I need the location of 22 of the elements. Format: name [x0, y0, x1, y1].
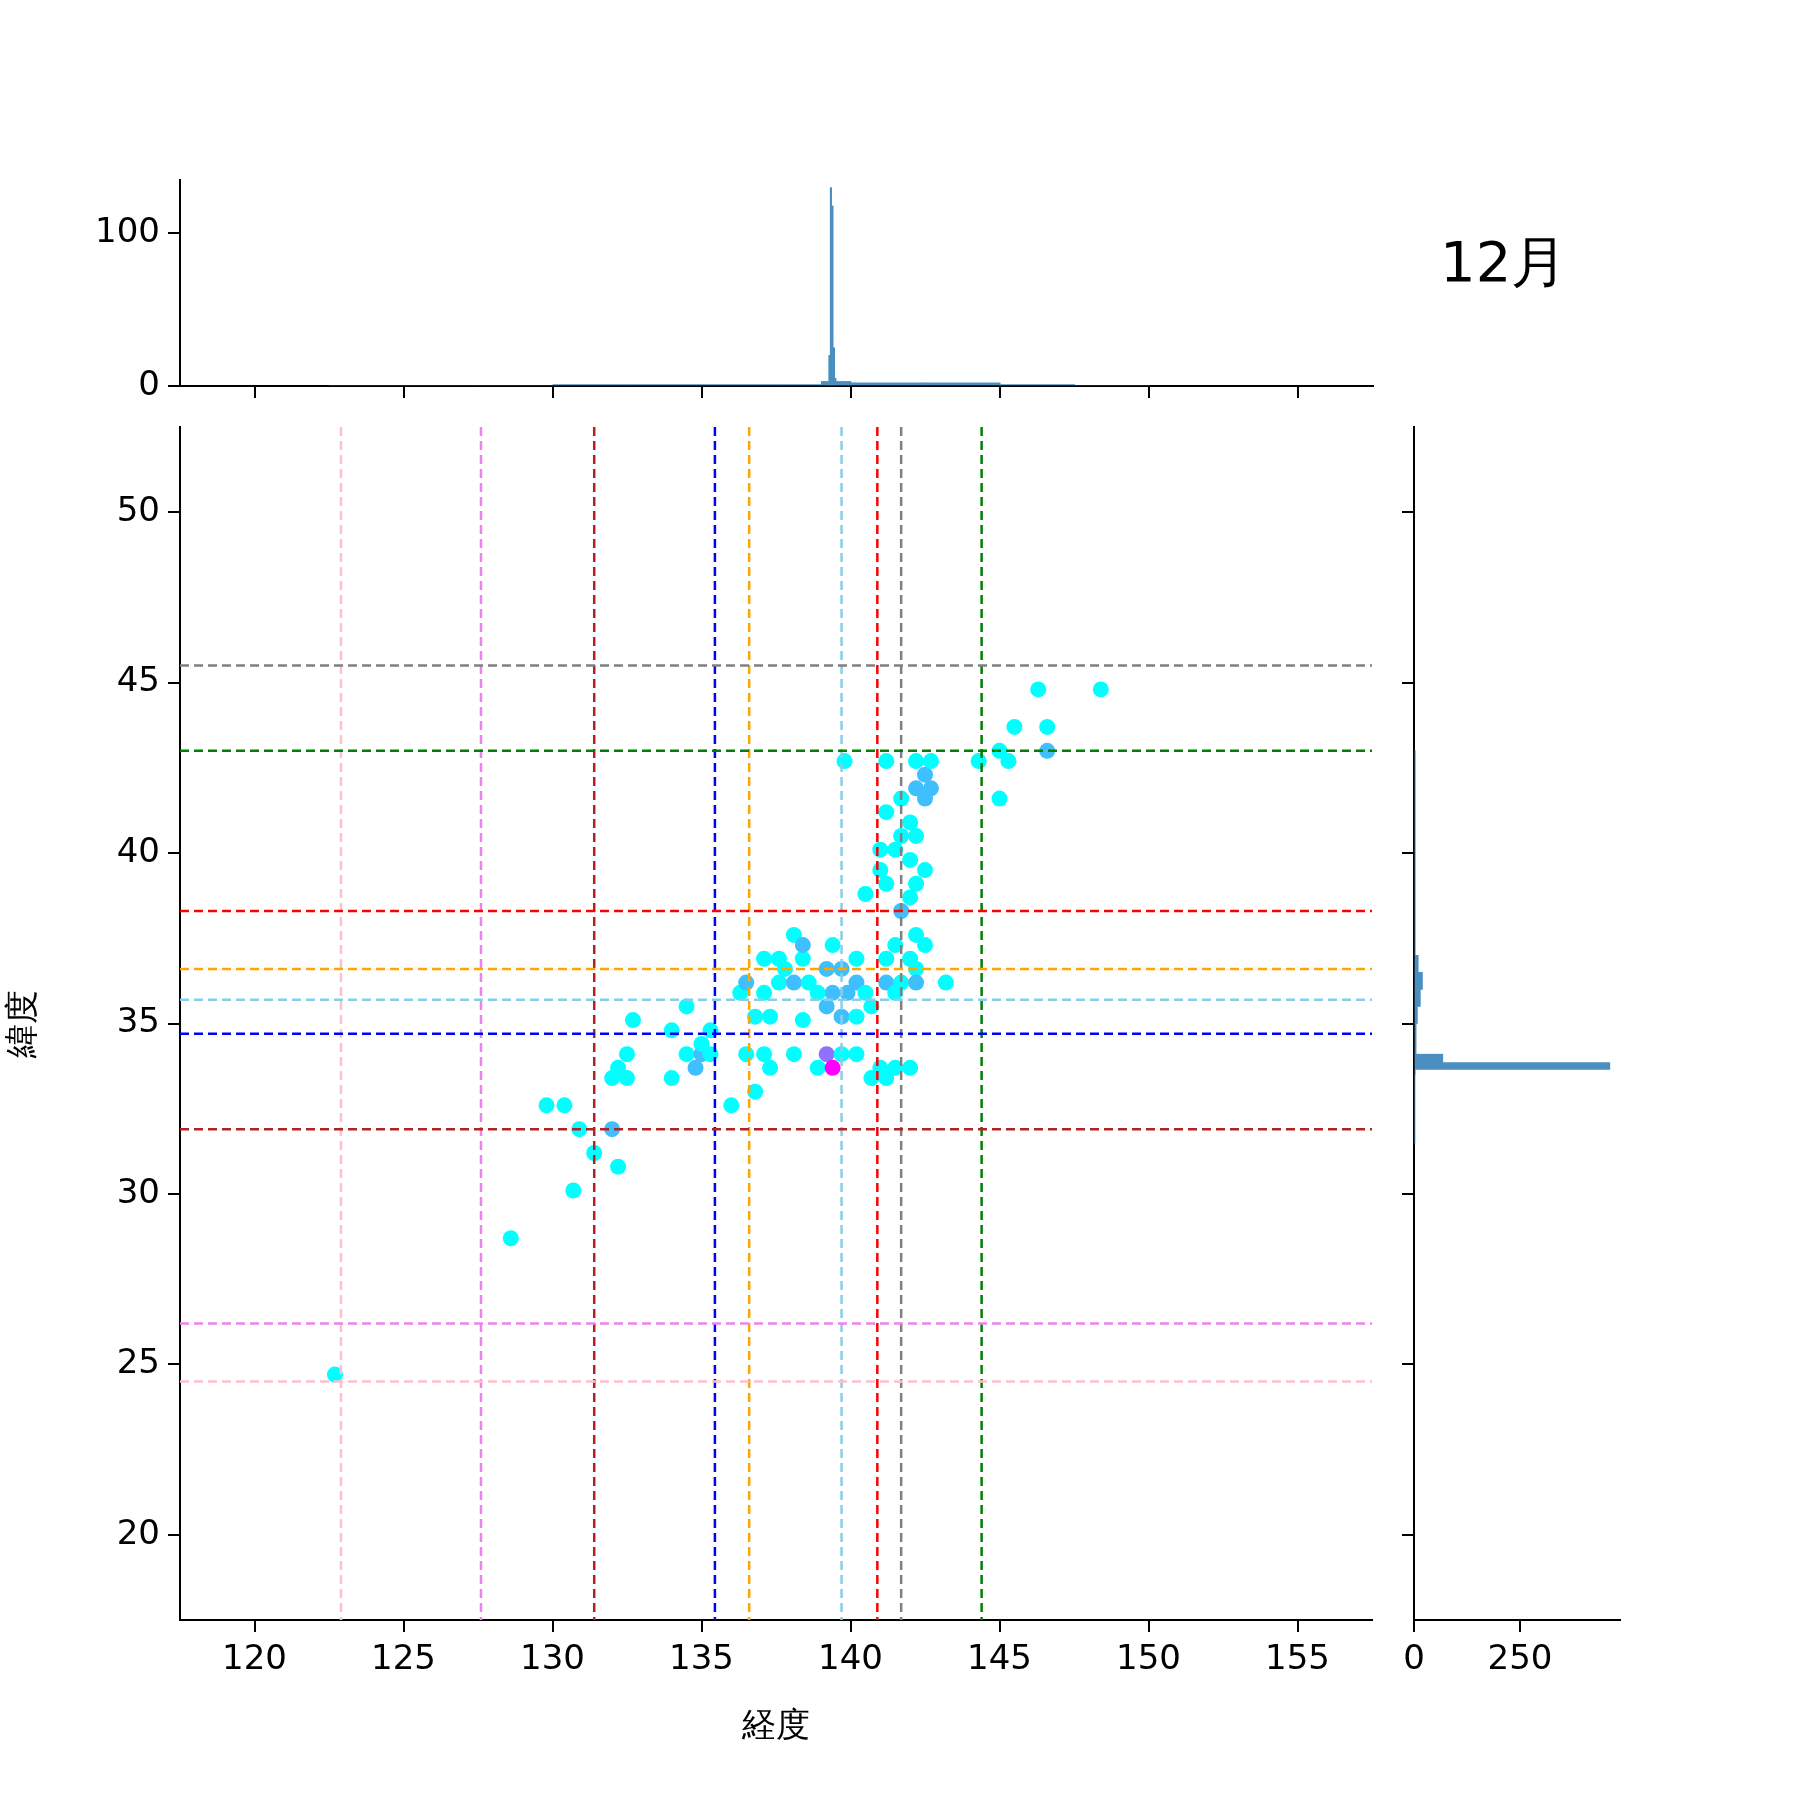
x-tick-label: 0 [1403, 1637, 1425, 1678]
y-axis-title: 緯度 [1, 989, 42, 1059]
x-tick-label: 250 [1487, 1637, 1553, 1678]
y-tick-label: 50 [116, 489, 160, 530]
x-tick-label: 145 [967, 1637, 1032, 1678]
x-tick-label: 140 [818, 1637, 883, 1678]
x-tick-label: 130 [520, 1637, 585, 1678]
x-tick-label: 120 [222, 1637, 287, 1678]
x-tick-label: 150 [1116, 1637, 1181, 1678]
y-tick-label: 100 [95, 210, 160, 251]
text: 12月 [1440, 228, 1568, 296]
y-tick-label: 30 [116, 1170, 160, 1211]
y-tick-label: 25 [116, 1341, 160, 1382]
y-tick-label: 35 [116, 1000, 160, 1041]
x-axis-title: 経度 [741, 1704, 810, 1745]
y-tick-label: 0 [138, 362, 160, 403]
y-tick-label: 40 [116, 829, 160, 870]
x-tick-label: 125 [371, 1637, 436, 1678]
y-tick-label: 45 [116, 659, 160, 700]
x-tick-label: 135 [669, 1637, 734, 1678]
y-tick-label: 20 [116, 1511, 160, 1552]
x-tick-label: 155 [1265, 1637, 1330, 1678]
